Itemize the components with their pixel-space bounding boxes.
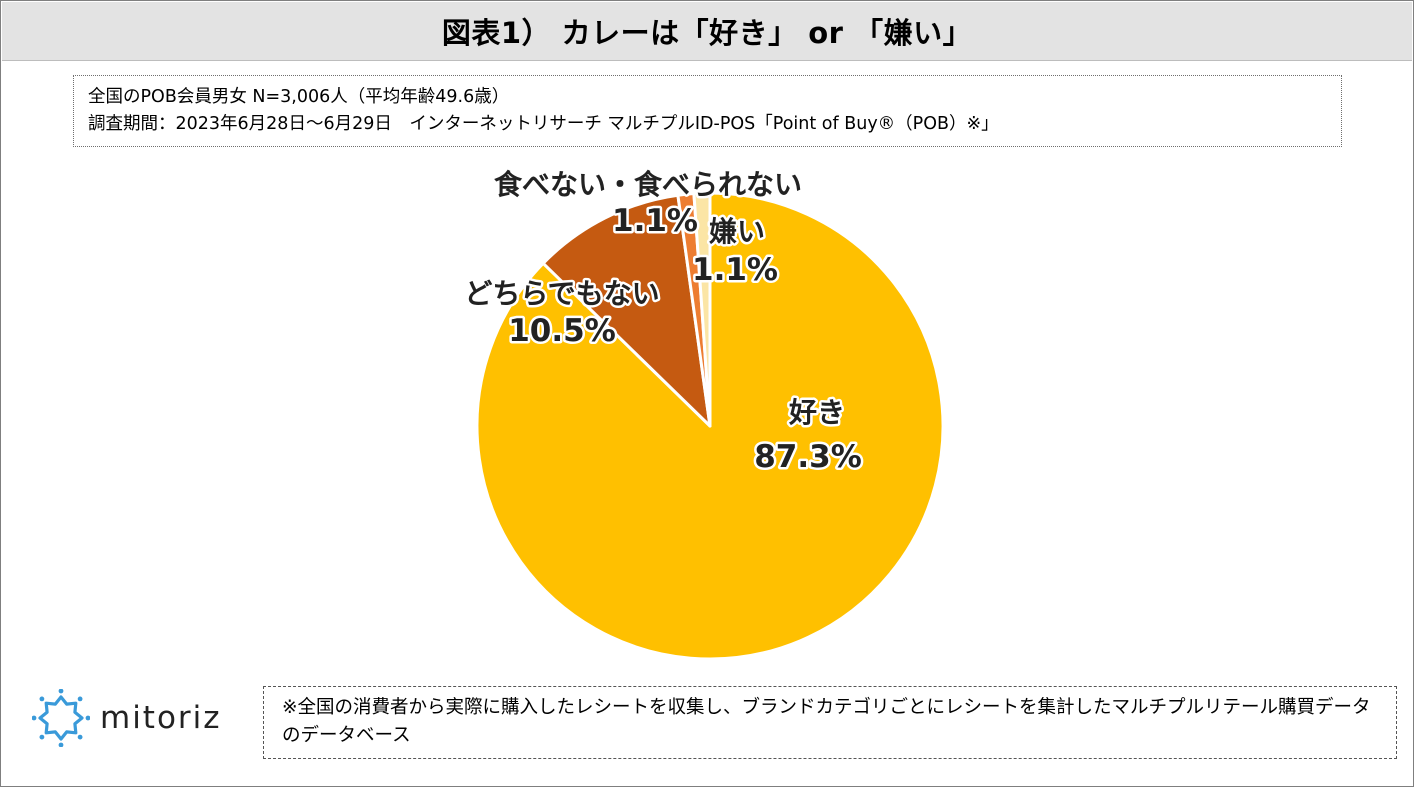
logo-star-outline xyxy=(38,695,84,741)
slice-value-label-3: 1.1% xyxy=(692,252,778,288)
mitoriz-star-logo-icon xyxy=(32,689,90,747)
logo-dot xyxy=(77,734,83,740)
logo-dot xyxy=(58,742,64,747)
mitoriz-logo: mitoriz xyxy=(32,686,222,750)
logo-dot xyxy=(39,734,45,740)
slice-value-label-2: 1.1% xyxy=(612,203,698,239)
slice-label-0: 好き xyxy=(788,396,845,429)
pie-slice-3 xyxy=(692,191,712,428)
logo-dot xyxy=(85,715,90,721)
slice-label-2: 食べない・食べられない xyxy=(494,168,802,201)
slice-label-1: どちらでもない xyxy=(464,277,659,310)
footnote-box: ※全国の消費者から実際に購入したレシートを収集し、ブランドカテゴリごとにレシート… xyxy=(263,686,1397,759)
survey-info-box: 全国のPOB会員男女 N=3,006人（平均年齢49.6歳） 調査期間：2023… xyxy=(73,75,1342,147)
logo-dot xyxy=(39,696,45,702)
logo-dot xyxy=(32,715,37,721)
survey-sample-line: 全国のPOB会員男女 N=3,006人（平均年齢49.6歳） xyxy=(88,87,510,107)
pie-slice-1 xyxy=(541,193,712,428)
slice-value-label-1: 10.5% xyxy=(508,313,616,349)
slice-value-label-0: 87.3% xyxy=(754,439,862,475)
footnote-text: ※全国の消費者から実際に購入したレシートを収集し、ブランドカテゴリごとにレシート… xyxy=(282,697,1371,746)
title-bar: 図表1） カレーは「好き」 or 「嫌い」 xyxy=(2,2,1412,61)
slice-label-3: 嫌い xyxy=(709,215,765,248)
figure-title: 図表1） カレーは「好き」 or 「嫌い」 xyxy=(441,16,973,50)
logo-dot xyxy=(77,696,83,702)
logo-text: mitoriz xyxy=(100,700,222,736)
logo-dot xyxy=(58,689,64,694)
survey-period-line: 調査期間：2023年6月28日～6月29日 インターネットリサーチ マルチプルI… xyxy=(88,114,999,134)
